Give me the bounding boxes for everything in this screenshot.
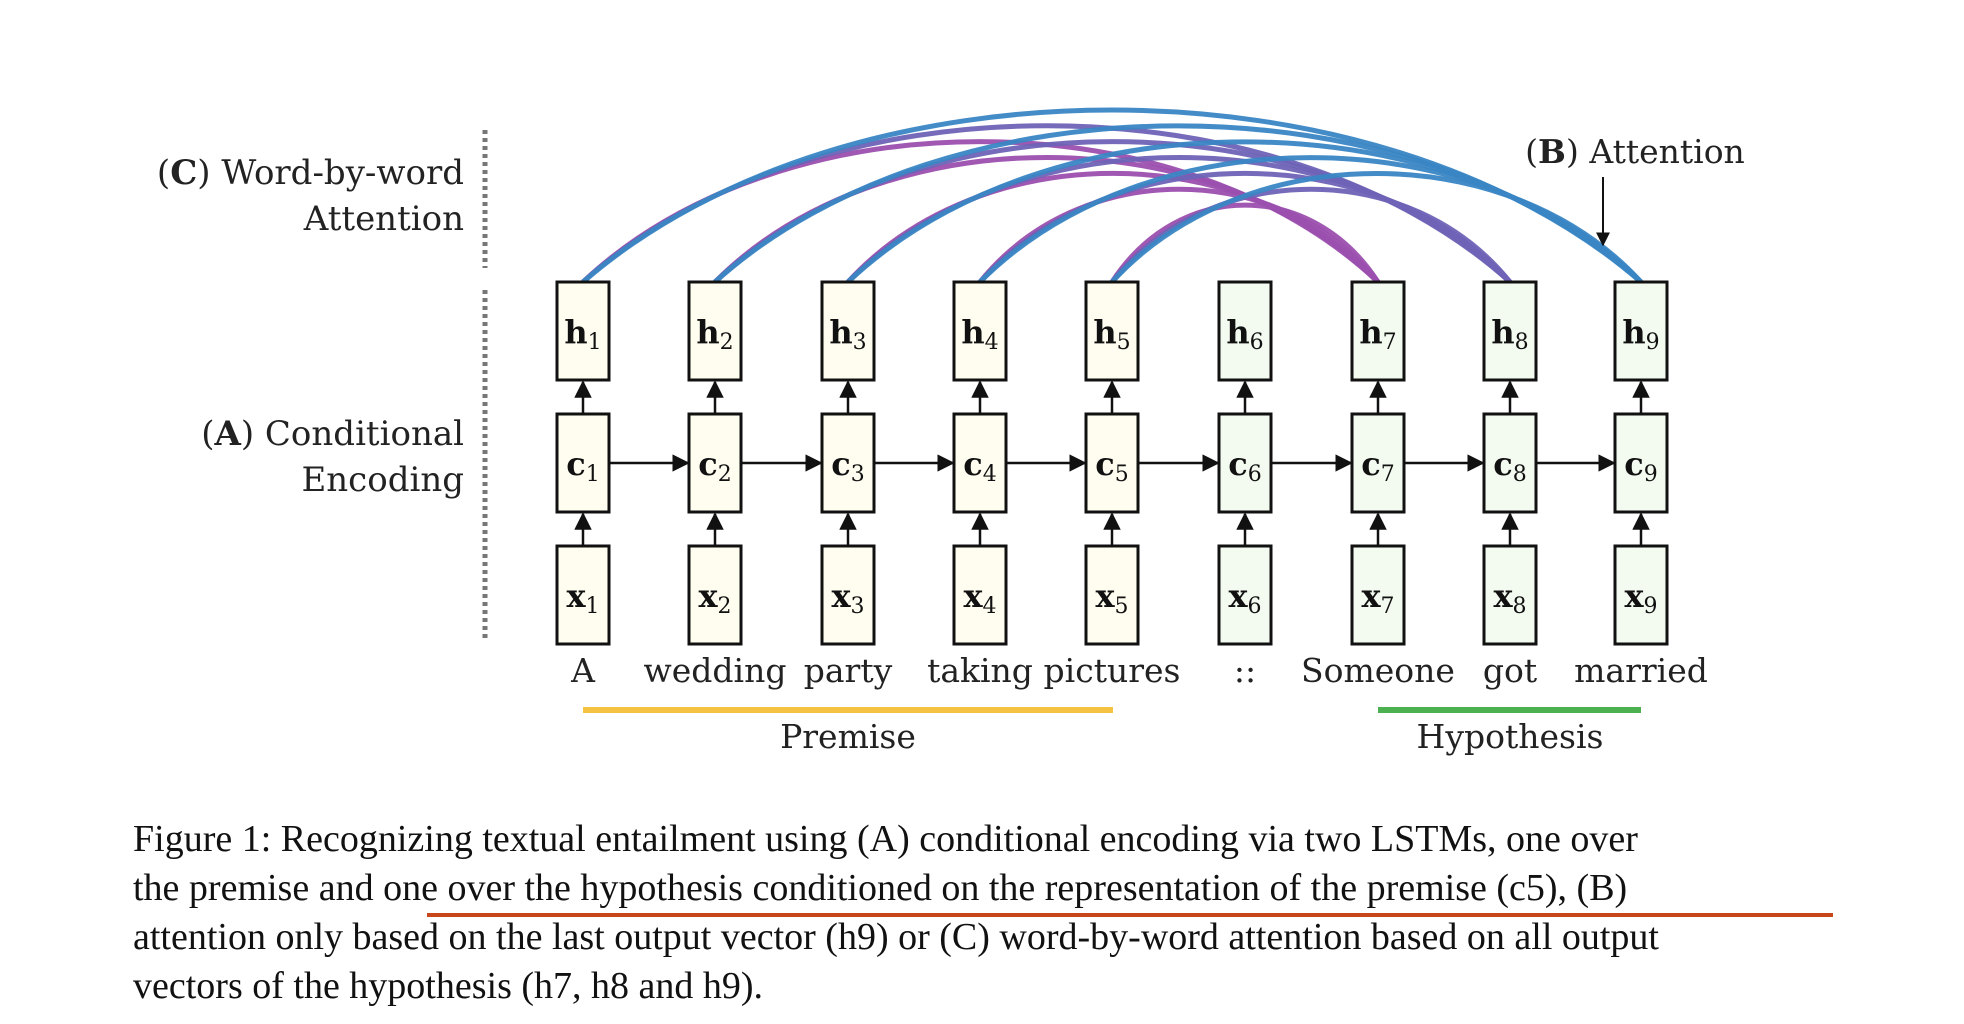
- h-box-8: h8: [1482, 280, 1538, 382]
- c-box-4: c4: [952, 412, 1008, 514]
- svg-text:h9: h9: [1622, 313, 1659, 355]
- svg-text:x4: x4: [963, 577, 996, 619]
- word-5: pictures: [1044, 651, 1181, 690]
- hypothesis-label: Hypothesis: [1417, 717, 1604, 756]
- caption-highlight-underline: [427, 913, 1833, 917]
- word-4: taking: [927, 651, 1033, 690]
- caption-line-4: vectors of the hypothesis (h7, h8 and h9…: [133, 965, 764, 1007]
- word-2: wedding: [644, 651, 787, 690]
- c-box-8: c8: [1482, 412, 1538, 514]
- word-1: A: [570, 651, 596, 690]
- word-6: ::: [1234, 651, 1256, 690]
- svg-text:x6: x6: [1228, 577, 1261, 619]
- svg-text:c9: c9: [1624, 445, 1657, 487]
- word-3: party: [804, 651, 893, 690]
- c-box-2: c2: [687, 412, 743, 514]
- c-box-1: c1: [555, 412, 611, 514]
- svg-text:c2: c2: [698, 445, 731, 487]
- h-box-1: h1: [555, 280, 611, 382]
- word-9: married: [1574, 651, 1708, 690]
- svg-text:h7: h7: [1359, 313, 1396, 355]
- x-box-9: x9: [1613, 544, 1669, 646]
- c-box-7: c7: [1350, 412, 1406, 514]
- svg-text:h4: h4: [961, 313, 998, 355]
- x-box-5: x5: [1084, 544, 1140, 646]
- c-box-5: c5: [1084, 412, 1140, 514]
- h-box-9: h9: [1613, 280, 1669, 382]
- svg-text:c6: c6: [1228, 445, 1261, 487]
- attention-b-label: (B) Attention: [1525, 132, 1745, 171]
- svg-text:h8: h8: [1491, 313, 1528, 355]
- x-box-7: x7: [1350, 544, 1406, 646]
- svg-text:h1: h1: [564, 313, 601, 355]
- svg-text:x5: x5: [1095, 577, 1128, 619]
- architecture-diagram: h1 c1 x1 Ah2 c2 x2 wedding h3 c3 x3 party h4 c4 x4 tak…: [482, 107, 1745, 756]
- lstm-columns: h1 c1 x1 Ah2 c2 x2 wedding h3 c3 x3 party h4 c4 x4 tak…: [555, 280, 1708, 690]
- x-box-2: x2: [687, 544, 743, 646]
- premise-label: Premise: [780, 717, 916, 756]
- x-box-6: x6: [1217, 544, 1273, 646]
- h-box-5: h5: [1084, 280, 1140, 382]
- svg-text:c4: c4: [963, 445, 996, 487]
- x-box-3: x3: [820, 544, 876, 646]
- caption-line-2: the premise and one over the hypothesis …: [133, 867, 1628, 909]
- c-box-9: c9: [1613, 412, 1669, 514]
- svg-text:x3: x3: [831, 577, 864, 619]
- h-box-7: h7: [1350, 280, 1406, 382]
- c-box-6: c6: [1217, 412, 1273, 514]
- x-box-8: x8: [1482, 544, 1538, 646]
- attention-arcs: [581, 107, 1643, 284]
- svg-text:x7: x7: [1361, 577, 1394, 619]
- svg-text:x9: x9: [1624, 577, 1657, 619]
- h-box-2: h2: [687, 280, 743, 382]
- attn-arc-h8-h4: [978, 170, 1512, 284]
- attn-arc-h9-h5: [1110, 171, 1643, 284]
- svg-text:h3: h3: [829, 313, 866, 355]
- svg-text:c1: c1: [566, 445, 599, 487]
- svg-text:c3: c3: [831, 445, 864, 487]
- attn-arc-h7-h5: [1109, 202, 1381, 284]
- caption-line-1: Figure 1: Recognizing textual entailment…: [133, 818, 1638, 860]
- figure-caption: Figure 1: Recognizing textual entailment…: [133, 815, 1923, 1011]
- x-box-1: x1: [555, 544, 611, 646]
- h-box-4: h4: [952, 280, 1008, 382]
- svg-text:h5: h5: [1093, 313, 1130, 355]
- svg-text:c7: c7: [1361, 445, 1394, 487]
- word-7: Someone: [1301, 651, 1455, 690]
- word-8: got: [1483, 651, 1537, 690]
- svg-text:c5: c5: [1095, 445, 1128, 487]
- svg-text:x8: x8: [1493, 577, 1526, 619]
- label-c-word-by-word: (C) Word-by-word Attention: [156, 153, 464, 239]
- x-box-4: x4: [952, 544, 1008, 646]
- svg-text:x1: x1: [566, 577, 599, 619]
- svg-text:x2: x2: [698, 577, 731, 619]
- svg-text:h2: h2: [696, 313, 733, 355]
- svg-text:h6: h6: [1226, 313, 1263, 355]
- svg-text:c8: c8: [1493, 445, 1526, 487]
- label-a-conditional: (A) Conditional Encoding: [201, 414, 464, 500]
- c-box-3: c3: [820, 412, 876, 514]
- h-box-6: h6: [1217, 280, 1273, 382]
- h-box-3: h3: [820, 280, 876, 382]
- caption-line-3: attention only based on the last output …: [133, 916, 1659, 958]
